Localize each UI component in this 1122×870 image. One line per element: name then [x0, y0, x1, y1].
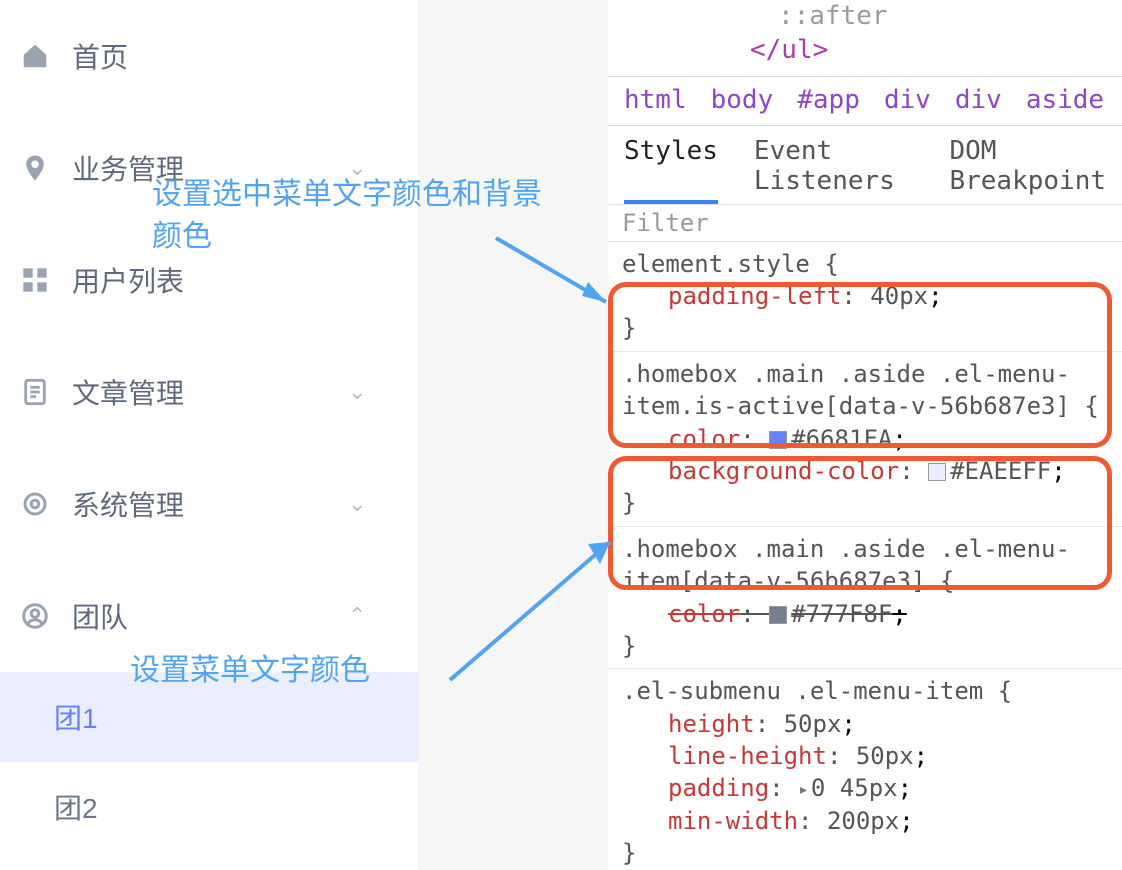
css-rule[interactable]: .homebox .main .aside .el-menu-item.is-a… [608, 352, 1122, 527]
css-declaration[interactable]: color: #6681FA; [622, 423, 1112, 455]
pin-icon [18, 151, 52, 185]
pseudo-after: ::after [778, 0, 1122, 34]
breadcrumb-item[interactable]: body [711, 85, 774, 115]
menu-item-gear[interactable]: 系统管理⌄ [0, 448, 418, 560]
css-selector: element.style { [622, 248, 1112, 280]
submenu-item[interactable]: 团2 [0, 762, 418, 852]
menu-label: 文章管理 [72, 372, 348, 412]
breadcrumb-item[interactable]: aside [1026, 85, 1104, 115]
chevron-down-icon: ⌄ [348, 379, 388, 405]
css-rule[interactable]: .homebox .main .aside .el-menu-item[data… [608, 527, 1122, 670]
breadcrumb-item[interactable]: div [884, 85, 931, 115]
devtools-tabs: Styles Event Listeners DOM Breakpoint [608, 125, 1122, 204]
css-declaration[interactable]: padding: ▸0 45px; [622, 772, 1112, 804]
close-ul-tag: </ul> [750, 34, 1122, 68]
css-rule[interactable]: .el-submenu .el-menu-item {height: 50px;… [608, 669, 1122, 870]
grid-icon [18, 263, 52, 297]
breadcrumb[interactable]: htmlbody#appdivdivasideulli [608, 76, 1122, 125]
css-selector: .homebox .main .aside .el-menu-item[data… [622, 533, 1112, 598]
tab-event-listeners[interactable]: Event Listeners [754, 136, 914, 204]
menu-item-team[interactable]: 团队⌃ [0, 560, 418, 672]
menu-item-pin[interactable]: 业务管理⌄ [0, 112, 418, 224]
menu-label: 系统管理 [72, 484, 348, 524]
menu-label: 业务管理 [72, 148, 348, 188]
menu-label: 首页 [72, 36, 348, 76]
tab-styles[interactable]: Styles [624, 136, 718, 204]
css-selector: .el-submenu .el-menu-item { [622, 675, 1112, 707]
breadcrumb-item[interactable]: div [955, 85, 1002, 115]
css-declaration[interactable]: padding-left: 40px; [622, 280, 1112, 312]
css-declaration[interactable]: background-color: #EAEEFF; [622, 455, 1112, 487]
css-declaration[interactable]: height: 50px; [622, 708, 1112, 740]
menu-item-doc[interactable]: 文章管理⌄ [0, 336, 418, 448]
gear-icon [18, 487, 52, 521]
doc-icon [18, 375, 52, 409]
chevron-down-icon: ⌄ [348, 155, 388, 181]
content-gap [418, 0, 608, 870]
css-rule[interactable]: element.style {padding-left: 40px;} [608, 242, 1122, 352]
tab-dom-breakpoint[interactable]: DOM Breakpoint [949, 136, 1106, 204]
menu-label: 团队 [72, 596, 348, 636]
menu-item-grid[interactable]: 用户列表 [0, 224, 418, 336]
dom-snippet: ::after </ul> [608, 0, 1122, 76]
menu-label: 用户列表 [72, 260, 348, 300]
filter-input[interactable]: Filter [608, 204, 1122, 242]
devtools-panel: ::after </ul> htmlbody#appdivdivasideull… [608, 0, 1122, 870]
team-icon [18, 599, 52, 633]
css-selector: .homebox .main .aside .el-menu-item.is-a… [622, 358, 1112, 423]
breadcrumb-item[interactable]: html [624, 85, 687, 115]
home-icon [18, 39, 52, 73]
chevron-down-icon: ⌄ [348, 491, 388, 517]
css-declaration[interactable]: color: #777F8F; [622, 598, 1112, 630]
menu-item-home[interactable]: 首页 [0, 0, 418, 112]
styles-rules: element.style {padding-left: 40px;}.home… [608, 242, 1122, 870]
breadcrumb-item[interactable]: #app [797, 85, 860, 115]
css-declaration[interactable]: line-height: 50px; [622, 740, 1112, 772]
css-declaration[interactable]: min-width: 200px; [622, 805, 1112, 837]
sidebar: 首页业务管理⌄用户列表文章管理⌄系统管理⌄团队⌃ 团1团2 设置选中菜单文字颜色… [0, 0, 418, 870]
chevron-up-icon: ⌃ [348, 603, 388, 629]
submenu-item[interactable]: 团1 [0, 672, 418, 762]
